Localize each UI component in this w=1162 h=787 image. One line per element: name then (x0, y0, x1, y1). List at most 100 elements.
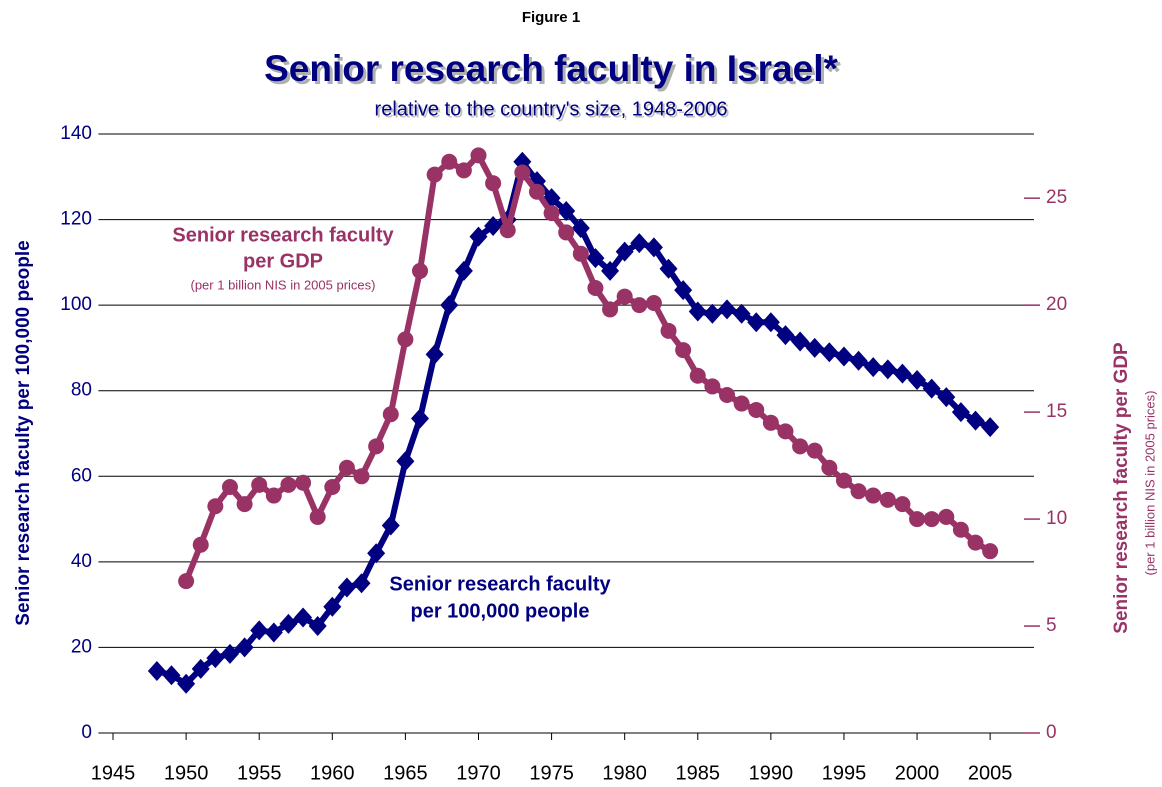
series-marker (571, 218, 590, 239)
series-marker (834, 346, 853, 367)
series-marker (572, 245, 589, 262)
series-marker (381, 515, 400, 536)
series-marker (191, 658, 210, 679)
x-tick-label: 1975 (529, 762, 574, 784)
series-marker (220, 643, 239, 664)
series-marker (206, 648, 225, 669)
series-marker (221, 478, 238, 495)
series-marker (762, 414, 779, 431)
series-marker (147, 660, 166, 681)
series-marker (250, 620, 269, 641)
series-marker (587, 280, 604, 297)
series-marker (821, 459, 838, 476)
series-marker (192, 536, 209, 553)
series-marker (558, 224, 575, 241)
series-marker (894, 496, 911, 513)
series-marker (441, 153, 458, 170)
y-tick-label: 20 (71, 636, 92, 657)
chart-subtitle: relative to the country's size, 1948-200… (375, 98, 728, 120)
series-marker (951, 402, 970, 423)
series-marker (309, 508, 326, 525)
series-marker (615, 241, 634, 262)
series-marker (308, 616, 327, 637)
series-marker (675, 342, 692, 359)
series-marker (660, 322, 677, 339)
series-marker (485, 175, 502, 192)
series-marker (718, 299, 737, 320)
series-marker (849, 350, 868, 371)
series-marker (761, 312, 780, 333)
series-marker (382, 406, 399, 423)
series-marker (514, 164, 531, 181)
series-marker (909, 511, 926, 528)
chart-title: Senior research faculty in Israel* (264, 48, 838, 89)
series-marker (791, 331, 810, 352)
y2-tick-label: 5 (1046, 615, 1057, 636)
series-marker (484, 215, 503, 236)
series-marker (338, 459, 355, 476)
y2-tick-label: 10 (1046, 508, 1067, 529)
series-marker (967, 534, 984, 551)
series-marker (864, 357, 883, 378)
series-marker (719, 386, 736, 403)
series-marker (659, 258, 678, 279)
series-marker (323, 596, 342, 617)
annotation-note: (per 1 billion NIS in 2005 prices) (191, 277, 376, 292)
series-marker (630, 233, 649, 254)
series-marker (952, 521, 969, 538)
series-marker (412, 262, 429, 279)
series-marker (703, 303, 722, 324)
series-marker (644, 237, 663, 258)
y2-tick-label: 25 (1046, 187, 1067, 208)
series-marker (426, 166, 443, 183)
series-marker (353, 468, 370, 485)
x-tick-label: 2005 (968, 762, 1013, 784)
series-marker (324, 478, 341, 495)
series-marker (908, 370, 927, 391)
y-tick-label: 120 (60, 209, 92, 230)
series-marker (733, 395, 750, 412)
x-tick-label: 1960 (310, 762, 355, 784)
series-marker (981, 417, 1000, 438)
x-tick-label: 1995 (822, 762, 867, 784)
series-marker (396, 451, 415, 472)
series-marker (601, 260, 620, 281)
series-marker (294, 607, 313, 628)
series-marker (878, 359, 897, 380)
series-marker (162, 665, 181, 686)
series-marker (207, 498, 224, 515)
x-tick-label: 1970 (456, 762, 501, 784)
series-marker (616, 288, 633, 305)
series-marker (748, 401, 765, 418)
annotation: Senior research faculty (389, 573, 611, 595)
x-tick-label: 1980 (602, 762, 647, 784)
series-marker (469, 226, 488, 247)
y2-tick-label: 20 (1046, 294, 1067, 315)
series-marker (368, 438, 385, 455)
y-tick-label: 80 (71, 380, 92, 401)
series-marker (704, 378, 721, 395)
series-marker (425, 344, 444, 365)
series-marker (602, 301, 619, 318)
series-marker (922, 378, 941, 399)
series-marker (792, 438, 809, 455)
series-marker (835, 472, 852, 489)
series-marker (279, 613, 298, 634)
x-tick-label: 1965 (383, 762, 428, 784)
series-marker (865, 487, 882, 504)
series-marker (352, 573, 371, 594)
y2-tick-label: 0 (1046, 722, 1057, 743)
series-marker (440, 295, 459, 316)
series-marker (397, 331, 414, 348)
series-marker (367, 543, 386, 564)
series-marker (893, 363, 912, 384)
series-marker (923, 511, 940, 528)
series-marker (280, 476, 297, 493)
y-tick-label: 0 (81, 722, 92, 743)
series-marker (411, 408, 430, 429)
series-marker (937, 387, 956, 408)
y-tick-label: 60 (71, 465, 92, 486)
series-marker (337, 577, 356, 598)
series-marker (747, 312, 766, 333)
